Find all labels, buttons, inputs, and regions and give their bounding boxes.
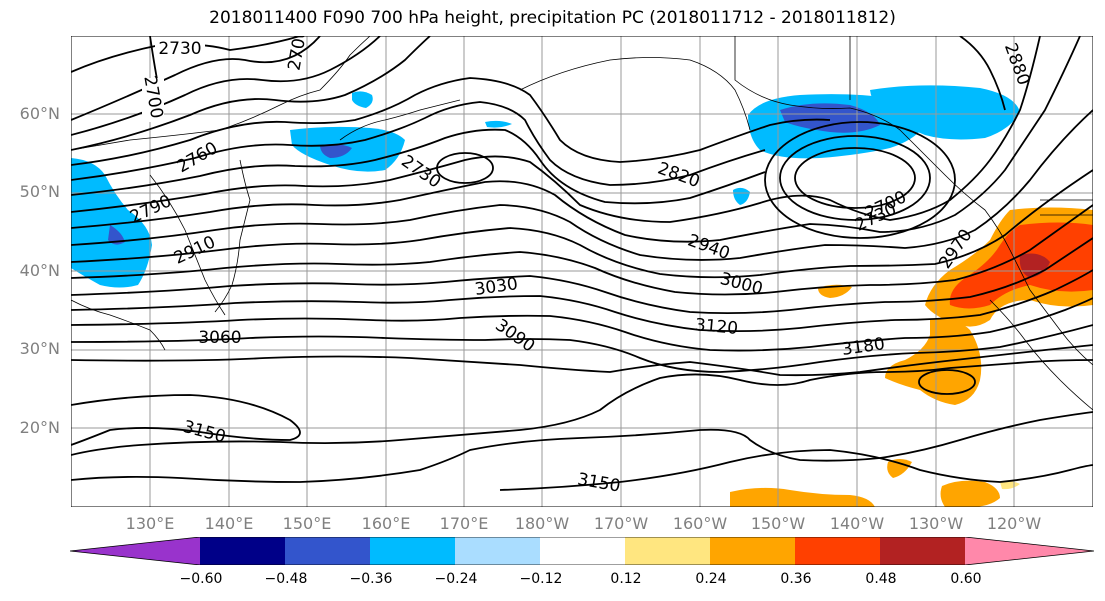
colorbar: [70, 537, 1094, 565]
contour-label-3120: 3120: [694, 315, 739, 339]
colorbar-segment: [200, 537, 285, 565]
lat-label-30n: 30°N: [19, 339, 60, 358]
precip-positive-areas: [730, 207, 1093, 507]
lon-label-150w: 150°W: [750, 514, 806, 533]
colorbar-extend-right: [965, 537, 1094, 565]
lon-label-130e: 130°E: [125, 514, 175, 533]
lat-label-20n: 20°N: [19, 418, 60, 437]
colorbar-tick: 0.48: [865, 571, 897, 587]
graticule: [71, 36, 1093, 507]
colorbar-tick: −0.36: [349, 571, 393, 587]
colorbar-segment: [455, 537, 540, 565]
map-title: 2018011400 F090 700 hPa height, precipit…: [209, 8, 896, 28]
lon-label-160w: 160°W: [672, 514, 728, 533]
contour-label-3060: 3060: [198, 328, 241, 348]
lon-label-150e: 150°E: [282, 514, 332, 533]
lat-label-50n: 50°N: [19, 182, 60, 201]
lon-label-140w: 140°W: [829, 514, 885, 533]
contour-label-2730-nw: 2730: [158, 39, 201, 59]
colorbar-segment: [370, 537, 455, 565]
colorbar-segment: [540, 537, 625, 565]
map-panel: 2730 2700 2760 2790 2910 2730 2820 2940 …: [71, 36, 1093, 507]
colorbar-tick: −0.60: [179, 571, 223, 587]
colorbar-tick: −0.24: [434, 571, 478, 587]
lon-label-160e: 160°E: [361, 514, 411, 533]
colorbar-tick: −0.12: [519, 571, 563, 587]
colorbar-segment: [710, 537, 795, 565]
lon-label-170w: 170°W: [593, 514, 649, 533]
lon-label-130w: 130°W: [908, 514, 964, 533]
colorbar-tick: 0.12: [610, 571, 642, 587]
colorbar-extend-left: [70, 537, 200, 565]
colorbar-segment: [795, 537, 880, 565]
precip-negative-areas: [71, 85, 1020, 288]
lon-label-180w: 180°W: [514, 514, 570, 533]
lat-label-40n: 40°N: [19, 261, 60, 280]
lon-label-170e: 170°E: [439, 514, 489, 533]
lon-label-120w: 120°W: [986, 514, 1042, 533]
lat-label-60n: 60°N: [19, 104, 60, 123]
colorbar-tick: 0.24: [695, 571, 727, 587]
colorbar-tick: 0.36: [780, 571, 812, 587]
lon-label-140e: 140°E: [204, 514, 254, 533]
colorbar-tick: 0.60: [950, 571, 982, 587]
colorbar-segment: [285, 537, 370, 565]
colorbar-tick: −0.48: [264, 571, 308, 587]
colorbar-segment: [625, 537, 710, 565]
colorbar-segment: [880, 537, 965, 565]
coastlines: [71, 36, 1093, 411]
